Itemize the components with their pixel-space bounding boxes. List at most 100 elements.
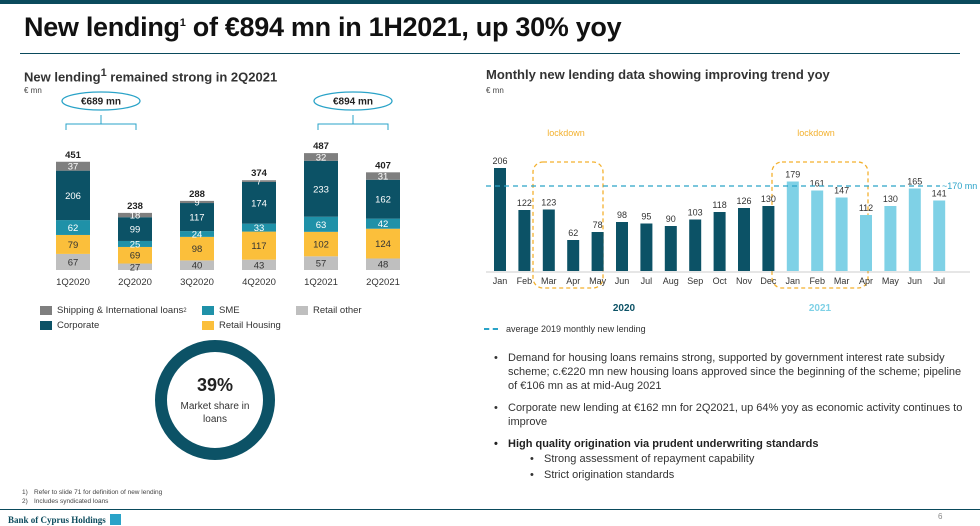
month-bar <box>518 210 531 271</box>
bar-value-label: 123 <box>541 198 556 208</box>
month-bar <box>664 226 677 271</box>
stack-segment <box>118 240 152 247</box>
footnote-text: Includes syndicated loans <box>34 498 109 505</box>
bullet-item: Corporate new lending at €162 mn for 2Q2… <box>492 401 972 429</box>
segment-value-label: 98 <box>192 244 203 255</box>
bar-value-label: 165 <box>907 177 922 187</box>
stack-segment <box>366 228 400 259</box>
bar-value-label: 179 <box>785 170 800 180</box>
segment-value-label: 43 <box>254 260 265 271</box>
month-bar <box>494 168 506 271</box>
segment-value-label: 37 <box>68 162 79 173</box>
stack-segment <box>304 256 338 270</box>
x-tick-label: 1Q2020 <box>56 277 90 288</box>
x-tick-label: 3Q2020 <box>180 277 214 288</box>
month-bar <box>933 200 946 271</box>
brand-icon <box>109 514 121 525</box>
x-tick-label: Feb <box>809 276 825 286</box>
month-bar <box>567 240 580 271</box>
legend-retail-other: Retail other <box>296 305 362 316</box>
x-tick-label: Jun <box>908 276 923 286</box>
legend-sme: SME <box>202 305 240 316</box>
bar-value-label: 126 <box>736 196 751 206</box>
bracket-label-1h2021: €894 mn <box>333 97 373 108</box>
bar-value-label: 141 <box>932 189 947 199</box>
sub-bullet-item: Strong assessment of repayment capabilit… <box>492 452 972 466</box>
segment-value-label: 117 <box>189 213 204 224</box>
sub-bullet-item: Strict origination standards <box>492 468 972 482</box>
segment-value-label: 124 <box>375 239 391 250</box>
segment-value-label: 57 <box>316 259 327 270</box>
bracket-1h2021: €894 mn <box>313 91 393 130</box>
month-bar <box>542 209 555 271</box>
month-bar <box>713 212 726 271</box>
stack-segment <box>366 172 400 180</box>
legend-swatch <box>202 306 214 315</box>
segment-value-label: 18 <box>130 211 141 222</box>
stack-segment <box>242 180 276 182</box>
x-tick-label: Apr <box>566 276 580 286</box>
monthly-new-lending-chart: lockdown lockdown 206 Jan 122 Feb 123 Mar 62 Ap… <box>486 128 977 314</box>
stack-segment <box>242 223 276 232</box>
bar-total-label: 451 <box>65 150 82 161</box>
x-tick-label: Jan <box>493 276 508 286</box>
footnote-number: 1) <box>22 489 28 496</box>
stack-segment <box>118 212 152 218</box>
month-bar <box>908 188 921 271</box>
legend-swatch <box>296 306 308 315</box>
x-tick-label: Dec <box>760 276 777 286</box>
segment-value-label: 27 <box>130 262 141 273</box>
month-bar <box>640 223 653 271</box>
stack-segment <box>118 263 152 270</box>
stack-segment <box>56 161 90 171</box>
stack-segment <box>304 216 338 232</box>
market-share-label: Market share in loans <box>180 400 250 425</box>
month-bar <box>811 190 824 271</box>
segment-value-label: 40 <box>192 261 203 272</box>
x-tick-label: Jul <box>641 276 653 286</box>
x-tick-label: Aug <box>663 276 679 286</box>
page-title: New lending1 of €894 mn in 1H2021, up 30… <box>24 12 622 42</box>
bar-total-label: 374 <box>251 168 268 179</box>
bar-total-label: 238 <box>127 201 143 212</box>
segment-value-label: 48 <box>378 260 389 271</box>
x-tick-label: Jun <box>615 276 630 286</box>
commentary-bullets: Demand for housing loans remains strong,… <box>492 351 972 484</box>
bar-value-label: 78 <box>593 220 603 230</box>
x-tick-label: Sep <box>687 276 703 286</box>
bullet-item: Demand for housing loans remains strong,… <box>492 351 972 393</box>
stack-segment <box>180 231 214 237</box>
stack-segment <box>56 220 90 235</box>
bar-value-label: 118 <box>712 200 726 210</box>
lockdown-box-2020 <box>532 161 604 289</box>
bracket-label-1h2020: €689 mn <box>81 97 121 108</box>
segment-value-label: 174 <box>251 198 267 209</box>
bar-value-label: 147 <box>834 186 849 196</box>
legend-swatch <box>40 306 52 315</box>
stack-segment <box>180 200 214 204</box>
stack-segment <box>56 234 90 254</box>
legend-retail-housing: Retail Housing <box>202 320 281 331</box>
average-line-swatch <box>484 328 498 330</box>
x-tick-label: Oct <box>713 276 728 286</box>
segment-value-label: 69 <box>130 251 141 262</box>
bracket-1h2020: €689 mn <box>61 91 141 130</box>
year-label-2021: 2021 <box>809 303 832 314</box>
segment-value-label: 63 <box>316 220 327 231</box>
segment-value-label: 67 <box>68 257 79 268</box>
segment-value-label: 31 <box>378 172 389 183</box>
segment-value-label: 62 <box>68 223 79 234</box>
average-line-legend: average 2019 monthly new lending <box>484 324 646 334</box>
segment-value-label: 33 <box>254 223 265 234</box>
legend-swatch <box>40 321 52 330</box>
stack-segment <box>304 160 338 217</box>
bar-value-label: 95 <box>641 212 651 222</box>
market-share-donut: 39% Market share in loans <box>155 340 275 460</box>
footnote-number: 2) <box>22 498 28 505</box>
x-tick-label: Feb <box>517 276 533 286</box>
bar-value-label: 161 <box>810 179 825 189</box>
stack-segment <box>118 246 152 264</box>
x-tick-label: Nov <box>736 276 753 286</box>
month-bar <box>591 232 604 271</box>
bar-value-label: 206 <box>492 156 507 166</box>
